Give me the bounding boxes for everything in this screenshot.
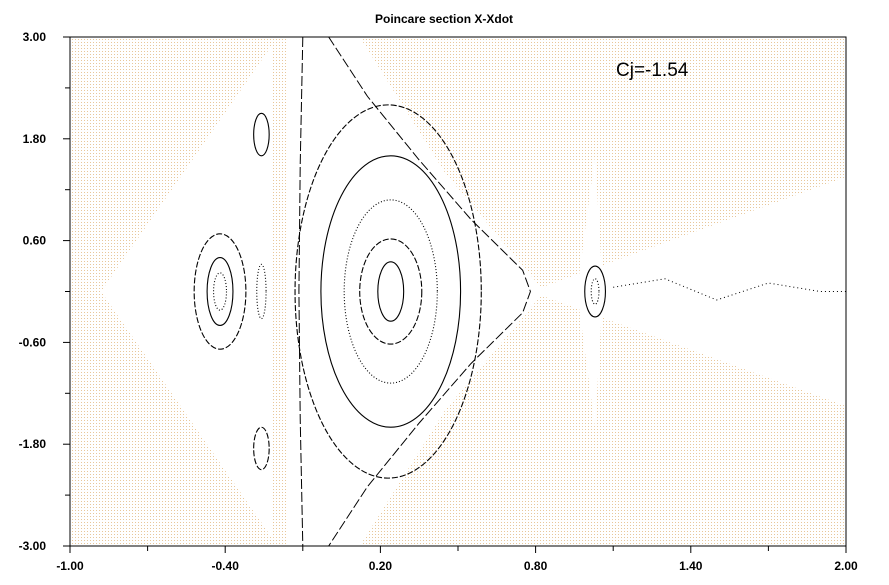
orbit-6 <box>206 257 234 326</box>
orbit-8 <box>256 263 267 320</box>
orbit-9 <box>253 112 270 157</box>
orbit-7 <box>193 233 247 350</box>
orbit-3 <box>320 155 462 428</box>
y-tick-label: -1.80 <box>19 437 47 451</box>
axes: -1.00 -0.40 0.20 0.80 1.40 2.00 3.00 1.80 0.60 -0… <box>19 30 858 573</box>
y-tick-label: 0.60 <box>23 234 47 248</box>
orbit-10 <box>253 426 270 471</box>
orbit-11 <box>590 278 600 305</box>
y-tick-label: 3.00 <box>23 30 47 44</box>
plot-area <box>70 37 846 546</box>
orbit-2 <box>343 199 438 384</box>
allowed-region-central-band <box>287 37 541 546</box>
y-tick-label: -3.00 <box>19 539 47 553</box>
x-tick-label: 0.80 <box>524 559 548 573</box>
x-tick-label: 0.20 <box>369 559 393 573</box>
jacobi-constant-label: Cj=-1.54 <box>616 60 689 81</box>
orbit-12 <box>584 265 606 318</box>
x-tick-label: -1.00 <box>56 559 84 573</box>
orbit-0 <box>377 261 405 322</box>
separatrix-13 <box>298 37 304 546</box>
allowed-region-right-spike <box>576 155 603 428</box>
y-tick-label: -0.60 <box>19 335 47 349</box>
separatrix-14 <box>328 37 531 546</box>
orbit-series <box>193 37 846 546</box>
allowed-region-left-lobe <box>101 45 272 538</box>
allowed-region-right-cone <box>530 176 846 407</box>
x-tick-label: 2.00 <box>834 559 858 573</box>
chart-title: Poincare section X-Xdot <box>375 12 513 26</box>
allowed-region <box>101 37 846 546</box>
orbit-1 <box>359 238 423 345</box>
x-tick-label: -0.40 <box>212 559 240 573</box>
x-tick-label: 1.40 <box>679 559 703 573</box>
orbit-4 <box>294 104 482 479</box>
orbit-5 <box>213 272 228 311</box>
y-tick-label: 1.80 <box>23 132 47 146</box>
